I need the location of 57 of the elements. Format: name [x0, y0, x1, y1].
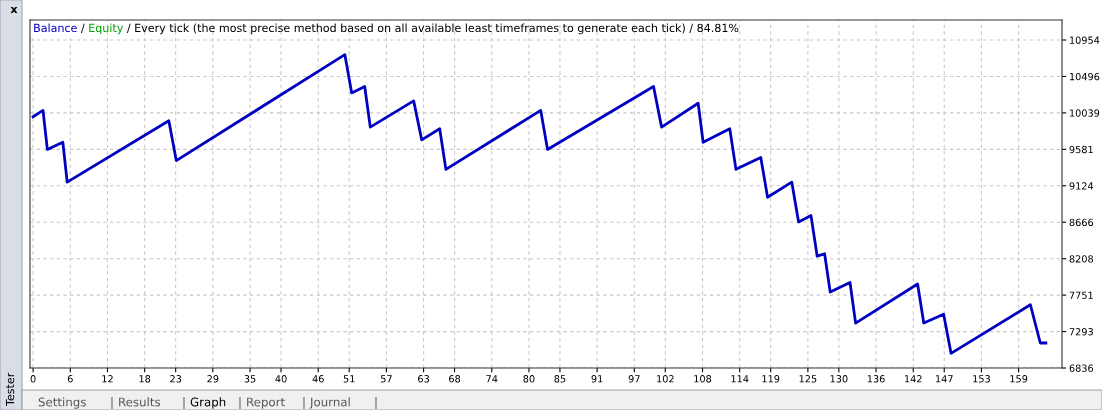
x-tick-label: 125 [799, 375, 817, 383]
y-tick-label: 7751 [1069, 291, 1093, 299]
text: Graph [190, 397, 226, 409]
x-tick-label: 136 [867, 375, 885, 383]
y-tick-label: 10496 [1070, 72, 1100, 81]
annotation: / [126, 23, 131, 33]
x-tick-label: 35 [244, 375, 256, 383]
x-tick-label: 119 [762, 375, 780, 383]
chart-title: Every tick (the most precise method based on all available least timeframes to generate each tick) / 84.81% [135, 23, 739, 35]
x-tick-label: 97 [628, 375, 640, 383]
text: Journal [309, 397, 350, 409]
text: x [10, 6, 18, 14]
line-series [31, 53, 1048, 355]
text: | [375, 397, 377, 409]
x-tick-label: 18 [139, 375, 151, 383]
x-tick-label: 102 [657, 375, 674, 383]
y-tick-label: 6836 [1069, 364, 1094, 372]
x-tick-label: 114 [731, 375, 749, 383]
text: | [111, 397, 113, 409]
text: Results [119, 397, 161, 407]
text: Balance [34, 23, 77, 33]
text: Settings [38, 397, 86, 409]
y-tick-label: 8666 [1069, 218, 1094, 227]
y-tick-label: 8208 [1069, 255, 1094, 263]
x-tick-label: 29 [207, 375, 219, 383]
text: Report [247, 397, 285, 409]
x-tick-label: 130 [830, 375, 848, 383]
x-tick-label: 85 [554, 375, 566, 383]
x-tick-label: 147 [936, 375, 953, 383]
x-tick-label: 142 [905, 375, 922, 383]
x-tick-label: 12 [102, 375, 113, 383]
x-tick-label: 57 [380, 375, 392, 383]
annotation: / [80, 23, 85, 33]
x-tick-label: 0 [30, 375, 36, 383]
x-tick-label: 74 [486, 375, 498, 383]
y-tick-label: 7293 [1069, 328, 1093, 336]
y-tick-label: 9124 [1069, 182, 1094, 190]
y-tick-label: 10954 [1070, 36, 1100, 44]
x-tick-label: 23 [170, 375, 182, 383]
x-tick-label: 51 [343, 375, 355, 383]
x-tick-label: 80 [523, 375, 535, 383]
x-tick-label: 91 [591, 375, 603, 383]
x-tick-label: 40 [275, 375, 287, 383]
text: | [303, 397, 305, 409]
annotation: Equity [89, 23, 124, 35]
x-tick-label: 108 [694, 375, 712, 383]
x-tick-label: 46 [312, 375, 324, 383]
x-tick-label: 63 [418, 375, 429, 383]
x-tick-label: 159 [1010, 375, 1028, 383]
x-tick-label: 153 [973, 375, 990, 383]
text: | [183, 397, 185, 409]
x-tick-label: 68 [449, 375, 461, 383]
y-tick-label: 10039 [1070, 109, 1100, 117]
text: | [239, 397, 241, 409]
text: Tester [5, 372, 15, 407]
y-tick-label: 9581 [1069, 145, 1093, 154]
x-tick-label: 6 [67, 375, 73, 383]
